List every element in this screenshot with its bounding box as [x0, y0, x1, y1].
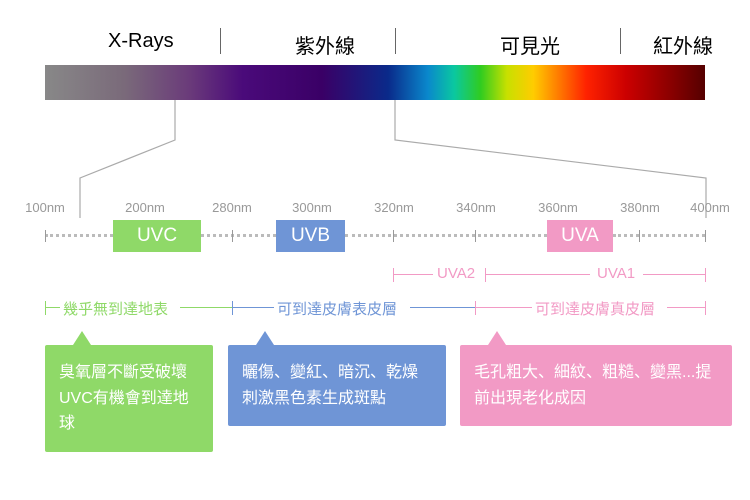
band-tick — [639, 230, 640, 242]
category-divider — [620, 28, 621, 54]
penetration-desc: 可到達皮膚真皮層 — [535, 298, 655, 319]
uva-sublabel: UVA2 — [437, 265, 475, 282]
effect-box: 毛孔粗大、細紋、粗糙、變黑...提前出現老化成因 — [460, 345, 732, 426]
penetration-desc: 可到達皮膚表皮層 — [277, 298, 397, 319]
spectrum-category-label: 可見光 — [500, 30, 560, 59]
spectrum-category-label: X-Rays — [108, 30, 174, 53]
band-tick — [475, 230, 476, 242]
spectrum-category-label: 紅外線 — [653, 30, 713, 59]
wavelength-label: 280nm — [212, 200, 252, 215]
spectrum-category-label: 紫外線 — [295, 30, 355, 59]
wavelength-label: 400nm — [690, 200, 730, 215]
wavelength-label: 200nm — [125, 200, 165, 215]
wavelength-label: 340nm — [456, 200, 496, 215]
penetration-desc-row: 幾乎無到達地表 可到達皮膚表皮層 可到達皮膚真皮層 — [45, 298, 705, 320]
band-tick — [45, 230, 46, 242]
category-divider — [395, 28, 396, 54]
wavelength-scale: 100nm 200nm 280nm 300nm 320nm 340nm 360nm 380nm… — [0, 200, 750, 216]
spectrum-category-row: X-Rays 紫外線 可見光 紅外線 — [0, 30, 750, 60]
band-tick — [393, 230, 394, 242]
wavelength-label: 380nm — [620, 200, 660, 215]
effect-box: 曬傷、變紅、暗沉、乾燥刺激黑色素生成斑點 — [228, 345, 446, 426]
wavelength-label: 300nm — [292, 200, 332, 215]
band-dotted-line — [201, 234, 276, 237]
category-divider — [220, 28, 221, 54]
band-dotted-line — [45, 234, 113, 237]
uv-badge-uvc: UVC — [113, 220, 201, 252]
spectrum-gradient-bar — [45, 65, 705, 100]
band-tick — [232, 230, 233, 242]
uva-sublabel: UVA1 — [597, 265, 635, 282]
wavelength-label: 320nm — [374, 200, 414, 215]
wavelength-label: 100nm — [25, 200, 65, 215]
band-dotted-line — [613, 234, 705, 237]
wavelength-label: 360nm — [538, 200, 578, 215]
uv-badge-uvb: UVB — [276, 220, 345, 252]
band-tick — [705, 230, 706, 242]
uv-band-row: UVC UVB UVA — [45, 220, 705, 252]
uv-badge-uva: UVA — [547, 220, 613, 252]
band-dotted-line — [345, 234, 547, 237]
effect-box: 臭氧層不斷受破壞UVC有機會到達地球 — [45, 345, 213, 452]
uva-subband-row: UVA2 UVA1 — [45, 265, 705, 287]
penetration-desc: 幾乎無到達地表 — [63, 298, 168, 319]
